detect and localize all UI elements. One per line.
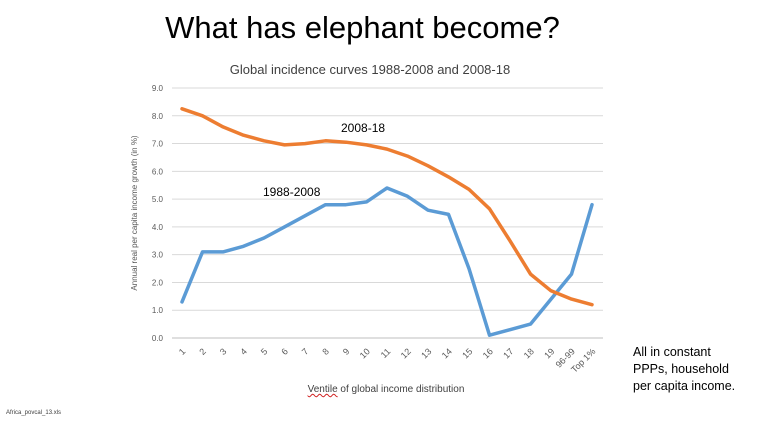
y-axis-label: Annual real per capita income growth (in… — [130, 135, 139, 291]
chart-title: Global incidence curves 1988-2008 and 20… — [229, 62, 511, 77]
x-tick-label: 11 — [379, 346, 393, 360]
y-tick-label: 1.0 — [152, 306, 164, 315]
x-tick-label: 9 — [341, 346, 352, 357]
x-tick-label: 17 — [501, 346, 515, 360]
x-tick-label: 5 — [259, 346, 270, 357]
x-tick-label: 8 — [320, 346, 331, 357]
x-tick-label: 1 — [177, 346, 188, 357]
units-note: All in constant PPPs, household per capi… — [633, 344, 762, 395]
x-tick-label: 13 — [419, 346, 433, 360]
x-tick-label: 16 — [481, 346, 495, 360]
x-tick-label: 2 — [197, 346, 208, 357]
y-tick-label: 6.0 — [152, 167, 164, 176]
y-tick-label: 9.0 — [152, 84, 164, 93]
series-line — [180, 107, 594, 307]
x-tick-label: 12 — [399, 346, 413, 360]
x-tick-label: 15 — [460, 346, 474, 360]
x-tick-label: 7 — [300, 346, 311, 357]
x-tick-label: 18 — [522, 346, 536, 360]
units-note-line-1: All in constant — [633, 345, 711, 359]
series-annotation: 1988-2008 — [263, 185, 321, 199]
source-filename: Africa_povcal_13.xls — [6, 410, 62, 416]
y-tick-label: 3.0 — [152, 251, 164, 260]
x-tick-label: 4 — [238, 346, 249, 357]
series-line — [180, 186, 594, 337]
series-annotation: 2008-18 — [341, 121, 385, 135]
x-axis-label: Ventile of global income distribution — [0, 384, 762, 395]
slide-title: What has elephant become? — [165, 10, 560, 45]
units-note-line-3: per capita income. — [633, 379, 736, 393]
y-tick-label: 2.0 — [152, 278, 164, 287]
x-tick-label: 19 — [542, 346, 556, 360]
y-tick-label: 0.0 — [152, 334, 164, 343]
x-axis-label-first: Ventile — [307, 384, 338, 395]
y-tick-label: 5.0 — [152, 195, 164, 204]
x-tick-label: 3 — [218, 346, 229, 357]
x-tick-label: 6 — [279, 346, 290, 357]
x-tick-label: 10 — [358, 346, 372, 360]
units-note-line-2: PPPs, household — [633, 362, 729, 376]
x-tick-label: 14 — [440, 346, 454, 360]
x-axis-label-rest: of global income distribution — [337, 384, 465, 395]
y-tick-label: 8.0 — [152, 112, 164, 121]
y-tick-label: 4.0 — [152, 223, 164, 232]
y-tick-label: 7.0 — [152, 140, 164, 149]
